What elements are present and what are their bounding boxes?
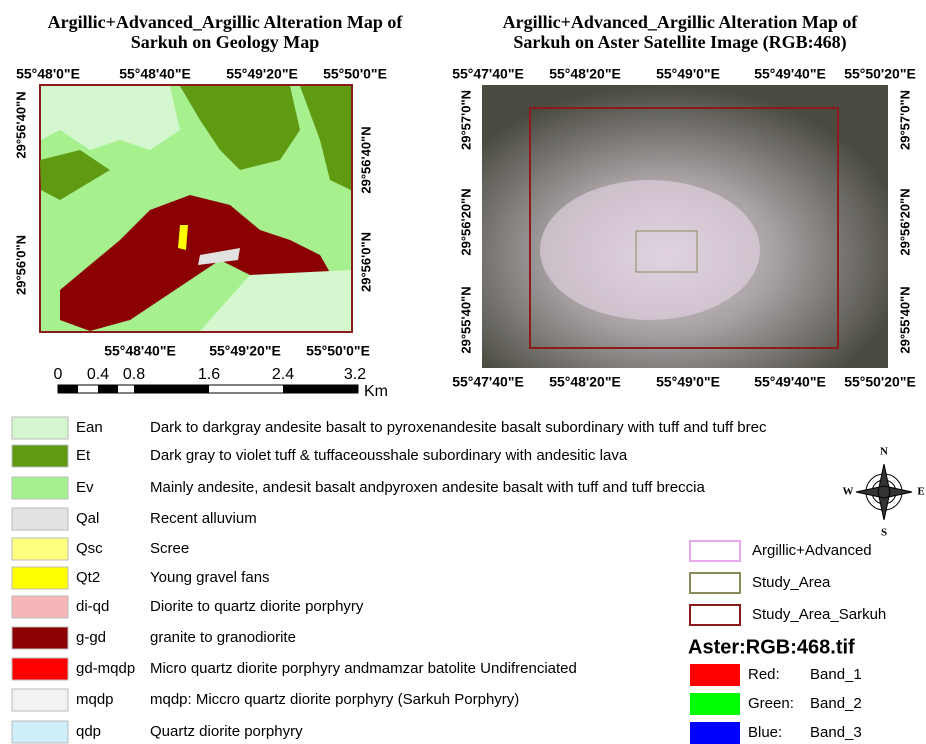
legend-description: granite to granodiorite bbox=[150, 629, 296, 646]
scale-label: 0.4 bbox=[87, 366, 109, 383]
bottom-coordinate: 55°49'0"E bbox=[656, 374, 720, 390]
left-coordinate: 29°56'20"N bbox=[458, 188, 473, 255]
legend-swatch bbox=[12, 721, 68, 743]
legend-code: qdp bbox=[76, 723, 101, 740]
top-coordinate: 55°48'0"E bbox=[16, 66, 80, 82]
map-title: Sarkuh on Geology Map bbox=[131, 32, 320, 52]
legend-description: Scree bbox=[150, 540, 189, 557]
legend-swatch bbox=[12, 538, 68, 560]
band-swatch bbox=[690, 664, 740, 686]
legend-swatch bbox=[690, 605, 740, 625]
legend-code: Ev bbox=[76, 479, 94, 496]
band-channel: Red: bbox=[748, 666, 780, 683]
right-coordinate: 29°57'0"N bbox=[897, 90, 912, 150]
top-coordinate: 55°50'20"E bbox=[844, 66, 916, 82]
legend-swatch bbox=[12, 445, 68, 467]
band-channel: Green: bbox=[748, 695, 794, 712]
right-coordinate: 29°56'0"N bbox=[358, 232, 373, 292]
compass-letter: W bbox=[843, 486, 854, 498]
legend-swatch bbox=[12, 477, 68, 499]
compass-letter: N bbox=[880, 446, 888, 458]
scale-label: 2.4 bbox=[272, 366, 294, 383]
left-coordinate: 29°55'40"N bbox=[458, 286, 473, 353]
legend-swatch bbox=[12, 567, 68, 589]
top-coordinate: 55°47'40"E bbox=[452, 66, 524, 82]
left-coordinate: 29°56'0"N bbox=[13, 235, 28, 295]
top-coordinate: 55°48'40"E bbox=[119, 66, 191, 82]
legend-description: Diorite to quartz diorite porphyry bbox=[150, 598, 364, 615]
legend-swatch bbox=[12, 508, 68, 530]
legend-label: Argillic+Advanced bbox=[752, 542, 872, 559]
legend-code: di-qd bbox=[76, 598, 109, 615]
band-name: Band_1 bbox=[810, 666, 862, 683]
left-coordinate: 29°57'0"N bbox=[458, 90, 473, 150]
scale-label: 1.6 bbox=[198, 366, 220, 383]
bottom-coordinate: 55°48'20"E bbox=[549, 374, 621, 390]
band-swatch bbox=[690, 693, 740, 715]
top-coordinate: 55°49'20"E bbox=[226, 66, 298, 82]
legend-code: Qsc bbox=[76, 540, 103, 557]
legend-swatch bbox=[12, 627, 68, 649]
bottom-coordinate: 55°48'40"E bbox=[104, 343, 176, 359]
legend-code: gd-mqdp bbox=[76, 660, 135, 677]
compass-letter: S bbox=[881, 527, 887, 539]
map-title: Sarkuh on Aster Satellite Image (RGB:468… bbox=[513, 32, 846, 53]
top-coordinate: 55°50'0"E bbox=[323, 66, 387, 82]
legend-description: Recent alluvium bbox=[150, 510, 257, 527]
page: Argillic+Advanced_Argillic Alteration Ma… bbox=[0, 0, 926, 744]
legend-code: g-gd bbox=[76, 629, 106, 646]
legend-swatch bbox=[12, 658, 68, 680]
right-coordinate: 29°56'20"N bbox=[897, 188, 912, 255]
scale-label: 3.2 bbox=[344, 366, 366, 383]
band-name: Band_3 bbox=[810, 724, 862, 741]
legend-description: Dark gray to violet tuff & tuffaceoussha… bbox=[150, 447, 628, 464]
bottom-coordinate: 55°50'0"E bbox=[306, 343, 370, 359]
legend-swatch bbox=[690, 573, 740, 593]
scale-label: 0.8 bbox=[123, 366, 145, 383]
geology-map bbox=[40, 85, 352, 332]
bottom-coordinate: 55°47'40"E bbox=[452, 374, 524, 390]
legend-swatch bbox=[12, 689, 68, 711]
scale-unit: Km bbox=[364, 383, 388, 400]
map-title: Argillic+Advanced_Argillic Alteration Ma… bbox=[48, 12, 404, 32]
legend-code: mqdp bbox=[76, 691, 114, 708]
map-title: Argillic+Advanced_Argillic Alteration Ma… bbox=[503, 12, 859, 32]
legend-description: Mainly andesite, andesit basalt andpyrox… bbox=[150, 479, 705, 496]
legend-label: Study_Area_Sarkuh bbox=[752, 606, 886, 623]
legend-code: Qt2 bbox=[76, 569, 100, 586]
legend-description: Quartz diorite porphyry bbox=[150, 723, 303, 740]
right-coordinate: 29°55'40"N bbox=[897, 286, 912, 353]
legend-label: Study_Area bbox=[752, 574, 831, 591]
legend-swatch bbox=[12, 417, 68, 439]
scale-label: 0 bbox=[54, 366, 63, 383]
top-coordinate: 55°49'0"E bbox=[656, 66, 720, 82]
bottom-coordinate: 55°49'40"E bbox=[754, 374, 826, 390]
legend-description: Micro quartz diorite porphyry andmamzar … bbox=[150, 660, 577, 677]
legend-description: Dark to darkgray andesite basalt to pyro… bbox=[150, 419, 767, 436]
north-arrow bbox=[856, 464, 912, 520]
legend-description: Young gravel fans bbox=[150, 569, 270, 586]
raster-title: Aster:RGB:468.tif bbox=[688, 636, 855, 658]
bottom-coordinate: 55°50'20"E bbox=[844, 374, 916, 390]
legend-description: mqdp: Miccro quartz diorite porphyry (Sa… bbox=[150, 691, 519, 708]
band-name: Band_2 bbox=[810, 695, 862, 712]
band-swatch bbox=[690, 722, 740, 744]
left-coordinate: 29°56'40"N bbox=[13, 91, 28, 158]
right-coordinate: 29°56'40"N bbox=[358, 126, 373, 193]
top-coordinate: 55°48'20"E bbox=[549, 66, 621, 82]
legend-swatch bbox=[12, 596, 68, 618]
band-channel: Blue: bbox=[748, 724, 782, 741]
legend-code: Et bbox=[76, 447, 91, 464]
legend-code: Ean bbox=[76, 419, 103, 436]
top-coordinate: 55°49'40"E bbox=[754, 66, 826, 82]
compass-letter: E bbox=[917, 486, 924, 498]
scale-bar bbox=[58, 385, 358, 393]
legend-swatch bbox=[690, 541, 740, 561]
satellite-map bbox=[482, 85, 888, 368]
legend-code: Qal bbox=[76, 510, 99, 527]
bottom-coordinate: 55°49'20"E bbox=[209, 343, 281, 359]
